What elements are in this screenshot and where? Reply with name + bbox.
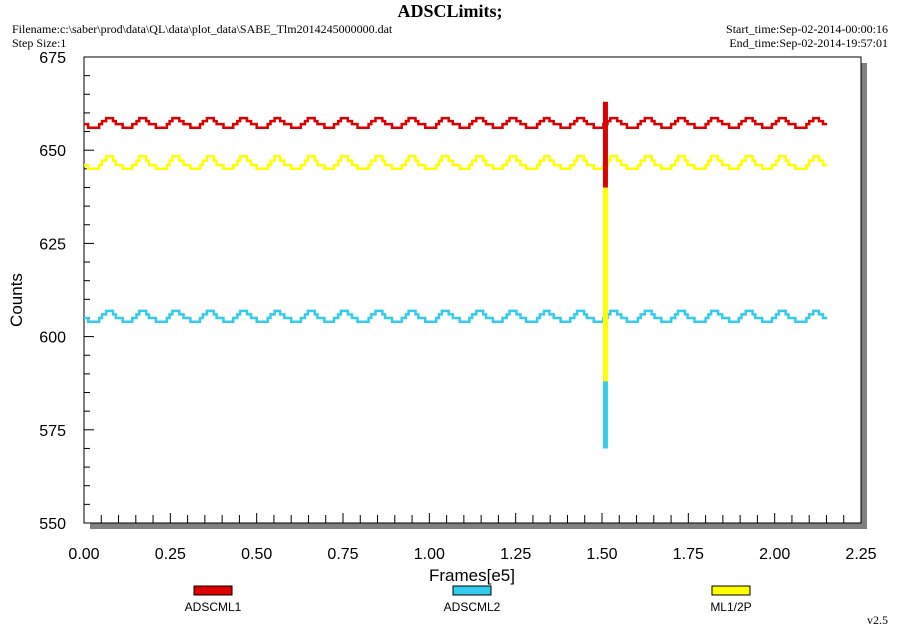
x-axis-title: Frames[e5] (429, 566, 515, 585)
file-info: Filename:c:\saber\prod\data\QL\data\plot… (12, 22, 392, 50)
start-time-label: Start_time:Sep-02-2014-00:00:16 (726, 22, 888, 36)
legend-label: ADSCML2 (444, 600, 501, 614)
legend-label: ADSCML1 (185, 600, 242, 614)
y-tick-label: 625 (39, 236, 66, 253)
x-tick-label: 0.25 (155, 546, 186, 563)
x-tick-label: 1.25 (500, 546, 531, 563)
series-line (84, 309, 828, 323)
y-tick-label: 575 (39, 423, 66, 440)
tick-labels: 550 575 600 625 650 675 0.00 0.25 0.50 0.75 1.00 1.… (39, 50, 876, 563)
y-axis-title: Counts (7, 273, 26, 327)
plot-area (83, 56, 862, 524)
legend-swatch (193, 585, 233, 596)
legend-swatch (452, 585, 492, 596)
x-tick-label: 0.75 (327, 546, 358, 563)
legend: ADSCML1 ADSCML2 ML1/2P (185, 585, 752, 614)
x-tick-label: 1.75 (673, 546, 704, 563)
x-tick-label: 0.50 (241, 546, 272, 563)
legend-swatch (711, 585, 751, 596)
x-tick-label: 0.00 (68, 546, 99, 563)
y-tick-label: 675 (39, 50, 66, 67)
filename-label: Filename:c:\saber\prod\data\QL\data\plot… (12, 22, 393, 36)
x-tick-label: 1.50 (586, 546, 617, 563)
legend-label: ML1/2P (710, 600, 751, 614)
y-tick-label: 650 (39, 143, 66, 160)
series-layer (84, 101, 828, 449)
x-tick-label: 1.00 (414, 546, 445, 563)
end-time-label: End_time:Sep-02-2014-19:57:01 (729, 36, 888, 50)
time-info: Start_time:Sep-02-2014-00:00:16 End_time… (726, 22, 888, 50)
chart-title: ADSCLimits; (397, 1, 503, 21)
series-line (84, 154, 828, 171)
series-line (84, 116, 828, 130)
x-tick-label: 2.25 (845, 546, 876, 563)
version-label: v2.5 (867, 613, 888, 627)
y-tick-label: 550 (39, 516, 66, 533)
y-tick-label: 600 (39, 330, 66, 347)
axis-ticks (83, 56, 862, 524)
x-tick-label: 2.00 (759, 546, 790, 563)
step-size-label: Step Size:1 (12, 36, 67, 50)
